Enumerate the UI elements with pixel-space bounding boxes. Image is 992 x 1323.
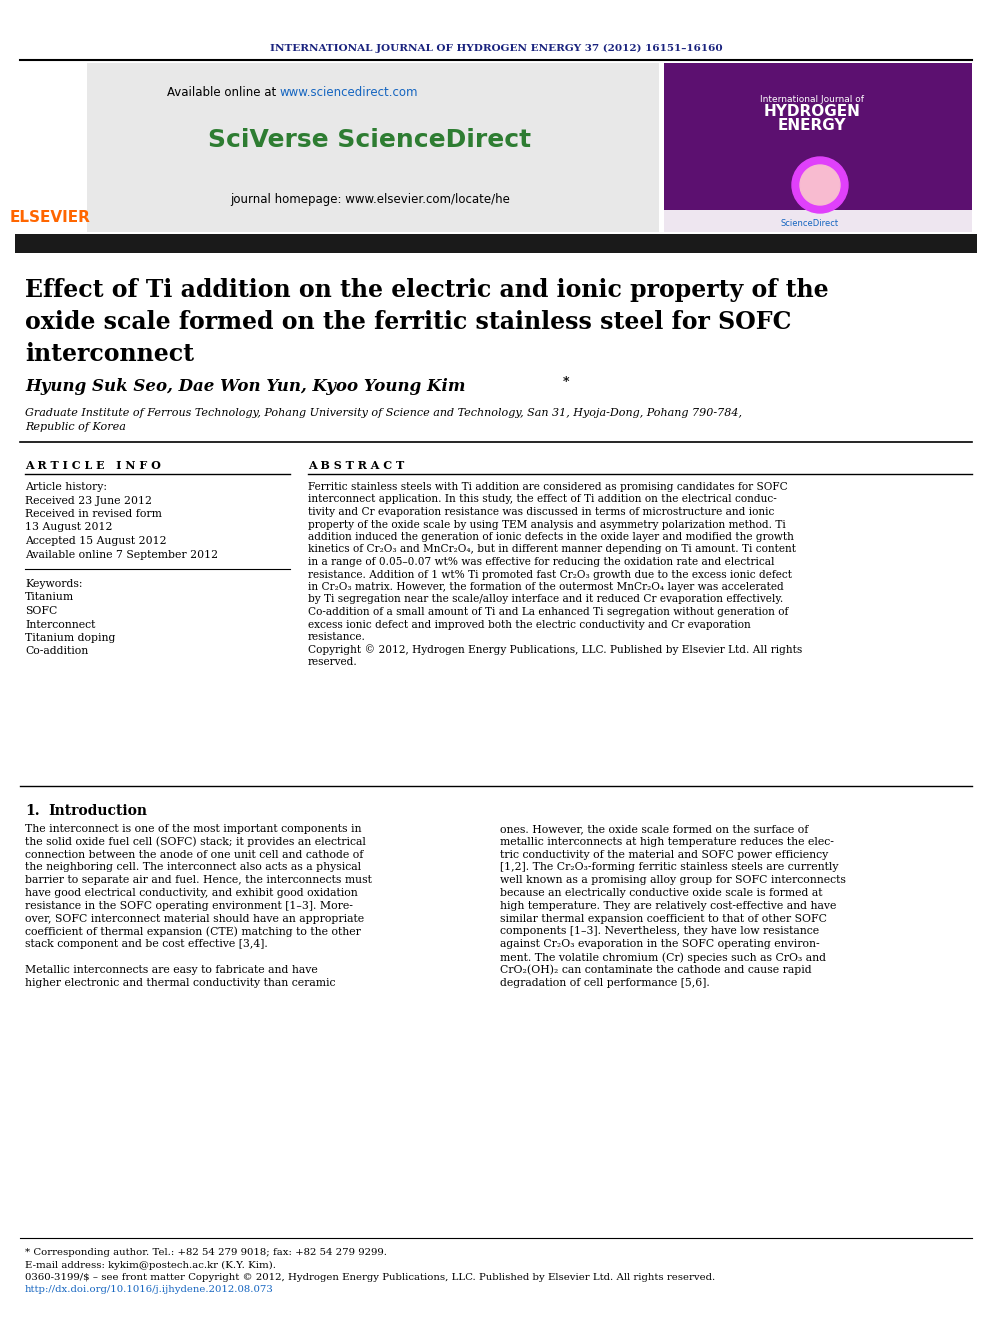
Bar xyxy=(15,64,87,232)
Text: ENERGY: ENERGY xyxy=(778,118,846,132)
Text: connection between the anode of one unit cell and cathode of: connection between the anode of one unit… xyxy=(25,849,363,860)
Bar xyxy=(664,210,972,232)
Text: high temperature. They are relatively cost-effective and have: high temperature. They are relatively co… xyxy=(500,901,836,910)
Text: coefficient of thermal expansion (CTE) matching to the other: coefficient of thermal expansion (CTE) m… xyxy=(25,926,361,937)
Text: components [1–3]. Nevertheless, they have low resistance: components [1–3]. Nevertheless, they hav… xyxy=(500,926,819,937)
Text: Received in revised form: Received in revised form xyxy=(25,509,162,519)
Text: oxide scale formed on the ferritic stainless steel for SOFC: oxide scale formed on the ferritic stain… xyxy=(25,310,792,333)
Circle shape xyxy=(792,157,848,213)
Text: SOFC: SOFC xyxy=(25,606,58,617)
Text: CrO₂(OH)₂ can contaminate the cathode and cause rapid: CrO₂(OH)₂ can contaminate the cathode an… xyxy=(500,964,811,975)
Text: resistance. Addition of 1 wt% Ti promoted fast Cr₂O₃ growth due to the excess io: resistance. Addition of 1 wt% Ti promote… xyxy=(308,569,792,579)
Text: over, SOFC interconnect material should have an appropriate: over, SOFC interconnect material should … xyxy=(25,914,364,923)
Text: metallic interconnects at high temperature reduces the elec-: metallic interconnects at high temperatu… xyxy=(500,837,834,847)
Text: in a range of 0.05–0.07 wt% was effective for reducing the oxidation rate and el: in a range of 0.05–0.07 wt% was effectiv… xyxy=(308,557,775,568)
Text: HYDROGEN: HYDROGEN xyxy=(764,105,860,119)
Text: ELSEVIER: ELSEVIER xyxy=(10,210,90,225)
Text: against Cr₂O₃ evaporation in the SOFC operating environ-: against Cr₂O₃ evaporation in the SOFC op… xyxy=(500,939,819,949)
Text: addition induced the generation of ionic defects in the oxide layer and modified: addition induced the generation of ionic… xyxy=(308,532,794,542)
Text: Ferritic stainless steels with Ti addition are considered as promising candidate: Ferritic stainless steels with Ti additi… xyxy=(308,482,788,492)
Text: [1,2]. The Cr₂O₃-forming ferritic stainless steels are currently: [1,2]. The Cr₂O₃-forming ferritic stainl… xyxy=(500,863,838,872)
Text: International Journal of: International Journal of xyxy=(760,95,864,105)
Text: the solid oxide fuel cell (SOFC) stack; it provides an electrical: the solid oxide fuel cell (SOFC) stack; … xyxy=(25,837,366,847)
Text: Titanium doping: Titanium doping xyxy=(25,632,115,643)
Text: Interconnect: Interconnect xyxy=(25,619,95,630)
Text: tivity and Cr evaporation resistance was discussed in terms of microstructure an: tivity and Cr evaporation resistance was… xyxy=(308,507,775,517)
Text: interconnect: interconnect xyxy=(25,343,194,366)
Text: excess ionic defect and improved both the electric conductivity and Cr evaporati: excess ionic defect and improved both th… xyxy=(308,619,751,630)
Bar xyxy=(664,64,972,232)
Text: E-mail address: kykim@postech.ac.kr (K.Y. Kim).: E-mail address: kykim@postech.ac.kr (K.Y… xyxy=(25,1261,276,1270)
Text: property of the oxide scale by using TEM analysis and asymmetry polarization met: property of the oxide scale by using TEM… xyxy=(308,520,786,529)
Text: similar thermal expansion coefficient to that of other SOFC: similar thermal expansion coefficient to… xyxy=(500,914,827,923)
Bar xyxy=(87,64,659,232)
Text: have good electrical conductivity, and exhibit good oxidation: have good electrical conductivity, and e… xyxy=(25,888,358,898)
Text: stack component and be cost effective [3,4].: stack component and be cost effective [3… xyxy=(25,939,268,949)
Text: 0360-3199/$ – see front matter Copyright © 2012, Hydrogen Energy Publications, L: 0360-3199/$ – see front matter Copyright… xyxy=(25,1273,715,1282)
Text: Republic of Korea: Republic of Korea xyxy=(25,422,126,433)
Text: A B S T R A C T: A B S T R A C T xyxy=(308,460,405,471)
Text: higher electronic and thermal conductivity than ceramic: higher electronic and thermal conductivi… xyxy=(25,978,335,987)
Text: 1.: 1. xyxy=(25,804,40,818)
Text: A R T I C L E   I N F O: A R T I C L E I N F O xyxy=(25,460,161,471)
Text: Hyung Suk Seo, Dae Won Yun, Kyoo Young Kim: Hyung Suk Seo, Dae Won Yun, Kyoo Young K… xyxy=(25,378,465,396)
Text: kinetics of Cr₂O₃ and MnCr₂O₄, but in different manner depending on Ti amount. T: kinetics of Cr₂O₃ and MnCr₂O₄, but in di… xyxy=(308,545,796,554)
Text: Metallic interconnects are easy to fabricate and have: Metallic interconnects are easy to fabri… xyxy=(25,964,317,975)
Text: Effect of Ti addition on the electric and ionic property of the: Effect of Ti addition on the electric an… xyxy=(25,278,828,302)
Text: Accepted 15 August 2012: Accepted 15 August 2012 xyxy=(25,536,167,546)
Text: The interconnect is one of the most important components in: The interconnect is one of the most impo… xyxy=(25,824,361,833)
Text: Received 23 June 2012: Received 23 June 2012 xyxy=(25,496,152,505)
Text: the neighboring cell. The interconnect also acts as a physical: the neighboring cell. The interconnect a… xyxy=(25,863,361,872)
Text: ones. However, the oxide scale formed on the surface of: ones. However, the oxide scale formed on… xyxy=(500,824,808,833)
Text: barrier to separate air and fuel. Hence, the interconnects must: barrier to separate air and fuel. Hence,… xyxy=(25,876,372,885)
Circle shape xyxy=(800,165,840,205)
Text: Available online at: Available online at xyxy=(167,86,280,98)
Text: Co-addition: Co-addition xyxy=(25,647,88,656)
Text: degradation of cell performance [5,6].: degradation of cell performance [5,6]. xyxy=(500,978,709,987)
Text: interconnect application. In this study, the effect of Ti addition on the electr: interconnect application. In this study,… xyxy=(308,495,777,504)
Text: resistance in the SOFC operating environment [1–3]. More-: resistance in the SOFC operating environ… xyxy=(25,901,353,910)
Text: because an electrically conductive oxide scale is formed at: because an electrically conductive oxide… xyxy=(500,888,822,898)
Text: reserved.: reserved. xyxy=(308,658,358,667)
Text: journal homepage: www.elsevier.com/locate/he: journal homepage: www.elsevier.com/locat… xyxy=(230,193,510,206)
Text: www.sciencedirect.com: www.sciencedirect.com xyxy=(280,86,419,98)
Text: ment. The volatile chromium (Cr) species such as CrO₃ and: ment. The volatile chromium (Cr) species… xyxy=(500,953,826,963)
Text: *: * xyxy=(563,376,569,389)
Text: Available online 7 September 2012: Available online 7 September 2012 xyxy=(25,549,218,560)
Text: 13 August 2012: 13 August 2012 xyxy=(25,523,112,532)
Text: Co-addition of a small amount of Ti and La enhanced Ti segregation without gener: Co-addition of a small amount of Ti and … xyxy=(308,607,789,617)
Text: INTERNATIONAL JOURNAL OF HYDROGEN ENERGY 37 (2012) 16151–16160: INTERNATIONAL JOURNAL OF HYDROGEN ENERGY… xyxy=(270,44,722,53)
Text: * Corresponding author. Tel.: +82 54 279 9018; fax: +82 54 279 9299.: * Corresponding author. Tel.: +82 54 279… xyxy=(25,1248,387,1257)
Text: in Cr₂O₃ matrix. However, the formation of the outermost MnCr₂O₄ layer was accel: in Cr₂O₃ matrix. However, the formation … xyxy=(308,582,784,591)
Text: Keywords:: Keywords: xyxy=(25,579,82,589)
Text: ScienceDirect: ScienceDirect xyxy=(781,220,839,229)
Text: tric conductivity of the material and SOFC power efficiency: tric conductivity of the material and SO… xyxy=(500,849,828,860)
Text: http://dx.doi.org/10.1016/j.ijhydene.2012.08.073: http://dx.doi.org/10.1016/j.ijhydene.201… xyxy=(25,1286,274,1294)
Text: Article history:: Article history: xyxy=(25,482,107,492)
Text: Introduction: Introduction xyxy=(48,804,147,818)
Text: Copyright © 2012, Hydrogen Energy Publications, LLC. Published by Elsevier Ltd. : Copyright © 2012, Hydrogen Energy Public… xyxy=(308,644,803,655)
Text: resistance.: resistance. xyxy=(308,632,366,642)
Text: Titanium: Titanium xyxy=(25,593,74,602)
Text: SciVerse ScienceDirect: SciVerse ScienceDirect xyxy=(208,128,532,152)
Text: Graduate Institute of Ferrous Technology, Pohang University of Science and Techn: Graduate Institute of Ferrous Technology… xyxy=(25,407,742,418)
Bar xyxy=(15,234,977,253)
Text: by Ti segregation near the scale/alloy interface and it reduced Cr evaporation e: by Ti segregation near the scale/alloy i… xyxy=(308,594,784,605)
Text: well known as a promising alloy group for SOFC interconnects: well known as a promising alloy group fo… xyxy=(500,876,846,885)
